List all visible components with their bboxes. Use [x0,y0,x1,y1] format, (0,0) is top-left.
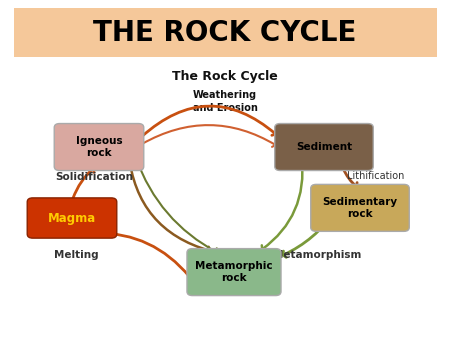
Text: Lithification: Lithification [347,171,405,181]
Text: Metamorphism: Metamorphism [273,250,361,260]
Text: Sedimentary
rock: Sedimentary rock [323,197,397,219]
FancyBboxPatch shape [274,124,373,171]
FancyBboxPatch shape [27,198,117,238]
Text: Magma: Magma [48,212,96,224]
Text: Igneous
rock: Igneous rock [76,136,122,158]
Text: The Rock Cycle: The Rock Cycle [172,70,278,82]
FancyBboxPatch shape [54,124,144,171]
Text: Solidification: Solidification [55,172,134,183]
Text: Weathering
and Erosion: Weathering and Erosion [193,90,257,113]
Text: Metamorphic
rock: Metamorphic rock [195,261,273,283]
Text: Sediment: Sediment [296,142,352,152]
FancyBboxPatch shape [187,249,281,295]
FancyBboxPatch shape [14,8,436,57]
FancyBboxPatch shape [310,185,410,231]
Text: Melting: Melting [54,250,99,260]
Text: THE ROCK CYCLE: THE ROCK CYCLE [93,19,357,47]
